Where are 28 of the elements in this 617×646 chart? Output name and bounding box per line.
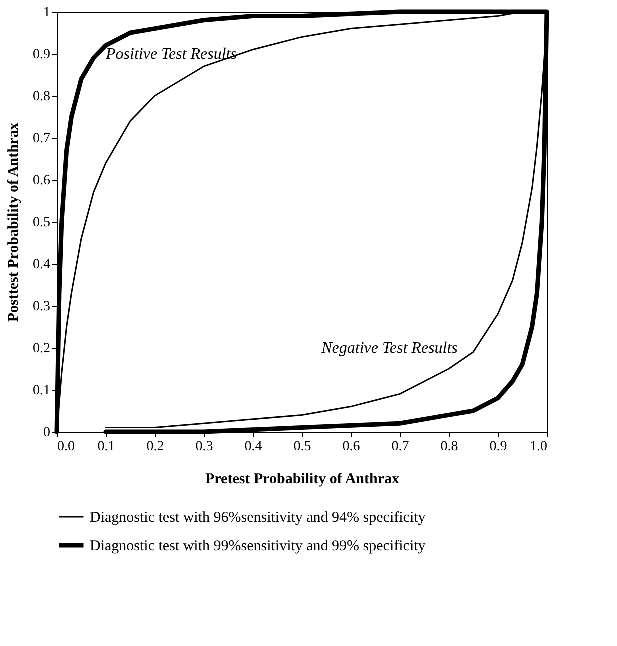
x-tick-label: 0.9 xyxy=(490,440,508,454)
y-tick-label: 0.5 xyxy=(33,216,50,230)
y-tick-label: 0.4 xyxy=(33,258,50,272)
legend-label: Diagnostic test with 96%sensitivity and 94% specificity xyxy=(90,510,426,526)
y-tick-label: 0.7 xyxy=(33,132,50,146)
x-tick-label: 0.7 xyxy=(392,440,410,454)
x-tick-label: 0.4 xyxy=(244,440,262,454)
x-axis-title: Pretest Probability of Anthrax xyxy=(205,472,400,488)
x-tick-label: 0.2 xyxy=(146,440,164,454)
y-tick-label: 0.2 xyxy=(33,342,50,356)
annotation: Positive Test Results xyxy=(105,46,237,63)
x-tick-label: 0.3 xyxy=(196,440,214,454)
x-tick-label: 0.1 xyxy=(98,440,116,454)
y-tick-label: 1 xyxy=(44,6,50,20)
y-tick-label: 0.6 xyxy=(33,174,50,188)
y-tick-label: 0.1 xyxy=(33,384,50,398)
x-tick-label: 0.8 xyxy=(440,440,458,454)
x-tick-label: 1.0 xyxy=(530,440,548,454)
y-tick-label: 0.9 xyxy=(33,48,50,62)
x-tick-label: 0.6 xyxy=(342,440,360,454)
x-tick-label: 0.5 xyxy=(294,440,312,454)
x-tick-label: 0.0 xyxy=(58,440,75,454)
annotation: Negative Test Results xyxy=(320,340,458,357)
y-tick-label: 0.3 xyxy=(33,300,50,314)
y-axis-title: Posttest Probability of Anthrax xyxy=(6,122,22,322)
y-tick-label: 0.8 xyxy=(33,90,50,104)
y-tick-label: 0 xyxy=(44,426,50,440)
legend-label: Diagnostic test with 99%sensitivity and 99% specificity xyxy=(90,538,426,554)
